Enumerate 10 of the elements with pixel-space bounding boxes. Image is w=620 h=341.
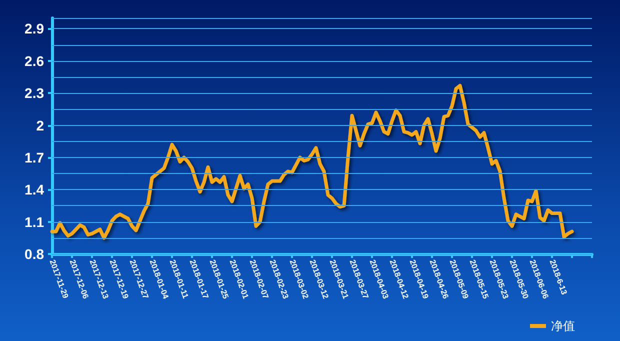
y-tick-label: 2.9 [24,20,44,37]
y-tick-label: 0.8 [24,246,44,262]
line-series [50,84,574,240]
y-tick-label: 1.1 [24,214,44,230]
y-tick-label: 2 [36,117,44,134]
y-tick-label: 2.3 [24,85,44,102]
y-tick-label: 1.4 [24,182,44,198]
legend-label: 净值 [551,319,575,333]
y-tick-label: 2.6 [24,52,44,69]
y-tick-label: 1.7 [24,149,44,166]
